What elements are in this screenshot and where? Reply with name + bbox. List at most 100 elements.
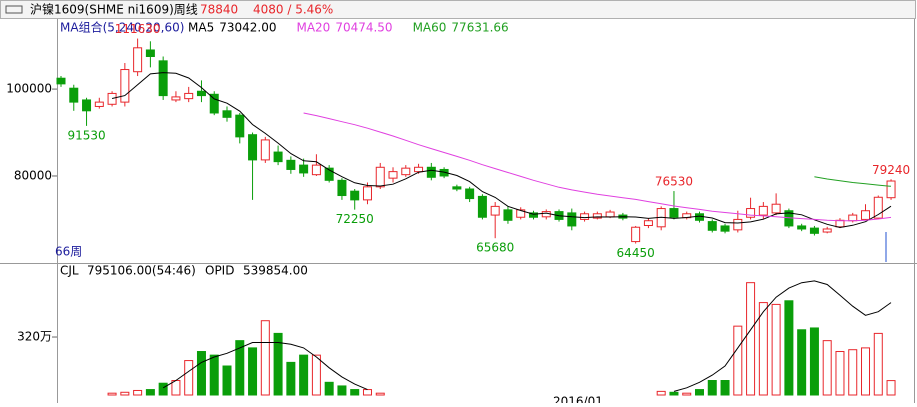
candle-body bbox=[184, 92, 194, 100]
volume-bar bbox=[771, 303, 781, 396]
volume-bar bbox=[822, 340, 832, 396]
volume-bar bbox=[158, 382, 168, 396]
volume-bar bbox=[260, 320, 270, 396]
volume-bar bbox=[286, 361, 296, 396]
volume-bar bbox=[235, 340, 245, 396]
volume-bar bbox=[273, 332, 283, 396]
y-tick-label: 100000 bbox=[6, 82, 52, 96]
volume-bar bbox=[248, 347, 258, 396]
volume-bar bbox=[720, 380, 730, 396]
candle-body bbox=[516, 209, 526, 218]
candle-body bbox=[746, 208, 756, 218]
candle-body bbox=[669, 208, 679, 218]
candle-body bbox=[94, 101, 104, 107]
ma-line bbox=[814, 176, 892, 187]
legend-value: 77631.66 bbox=[451, 21, 508, 35]
volume-bar bbox=[733, 325, 743, 396]
candle-body bbox=[222, 110, 232, 118]
volume-bar bbox=[209, 354, 219, 396]
volume-bar bbox=[669, 391, 679, 396]
candle-body bbox=[209, 93, 219, 114]
volume-bar bbox=[184, 360, 194, 396]
volume-bar bbox=[324, 381, 334, 396]
candle-body bbox=[350, 190, 360, 201]
period-label: 66周 bbox=[55, 245, 82, 259]
candle-body bbox=[299, 164, 309, 174]
candle-body bbox=[235, 114, 245, 138]
candle-body bbox=[797, 225, 807, 230]
header-price: 78840 bbox=[200, 3, 238, 17]
candle-body bbox=[452, 186, 462, 190]
candle-body bbox=[567, 212, 577, 227]
volume-bar bbox=[835, 351, 845, 396]
candle-body bbox=[707, 221, 717, 231]
volume-ma-line bbox=[162, 280, 892, 392]
volume-bar bbox=[299, 354, 309, 396]
candle-body bbox=[605, 211, 615, 218]
candle-body bbox=[733, 218, 743, 231]
candle-body bbox=[720, 225, 730, 232]
volume-bar bbox=[133, 389, 143, 396]
candle-body bbox=[886, 180, 896, 199]
volume-bar bbox=[350, 389, 360, 396]
candle-body bbox=[260, 139, 270, 161]
legend-value: 70474.50 bbox=[335, 21, 392, 35]
candle-body bbox=[82, 99, 92, 112]
volume-bar bbox=[120, 391, 130, 396]
y-tick-label: 80000 bbox=[14, 168, 52, 182]
legend-title: MA组合(5,240,20,60) bbox=[60, 20, 184, 35]
extreme-label: 65680 bbox=[476, 241, 514, 255]
candle-body bbox=[69, 87, 79, 103]
candle-body bbox=[401, 167, 411, 176]
candle-body bbox=[490, 205, 500, 216]
extreme-label: 64450 bbox=[617, 246, 655, 260]
candle-body bbox=[503, 209, 513, 221]
volume-bar bbox=[873, 332, 883, 396]
candle-body bbox=[273, 151, 283, 163]
volume-bar bbox=[311, 354, 321, 396]
candle-body bbox=[528, 212, 538, 218]
volume-bar bbox=[784, 300, 794, 396]
volume-bar bbox=[222, 365, 232, 396]
candle-body bbox=[311, 164, 321, 176]
candle-body bbox=[477, 195, 487, 218]
legend-name: MA60 bbox=[413, 21, 447, 35]
candle-body bbox=[643, 220, 653, 227]
volume-bar bbox=[886, 380, 896, 396]
candle-body bbox=[145, 49, 155, 57]
candle-body bbox=[324, 167, 334, 181]
header-bar bbox=[0, 0, 916, 19]
candle-body bbox=[758, 205, 768, 216]
candle-body bbox=[362, 186, 372, 201]
candle-body bbox=[375, 166, 385, 188]
opid-value: 539854.00 bbox=[243, 264, 308, 278]
volume-bar bbox=[107, 392, 117, 396]
extreme-label: 79240 bbox=[872, 163, 910, 177]
candle-body bbox=[580, 213, 590, 220]
legend-name: MA5 bbox=[188, 21, 214, 35]
volume-current: 795106.00(54:46) bbox=[87, 264, 196, 278]
extreme-label: 76530 bbox=[655, 175, 693, 189]
candle-body bbox=[248, 134, 258, 161]
volume-bar bbox=[375, 392, 385, 396]
candle-body bbox=[848, 214, 858, 222]
volume-bar bbox=[656, 390, 666, 396]
header-icon bbox=[5, 5, 23, 14]
legend-name: MA20 bbox=[296, 21, 330, 35]
volume-bar bbox=[707, 380, 717, 396]
candle-body bbox=[196, 90, 206, 97]
legend-value: 73042.00 bbox=[219, 21, 276, 35]
volume-tick-label: 320万 bbox=[17, 330, 52, 344]
volume-bar bbox=[809, 327, 819, 396]
candle-body bbox=[56, 77, 66, 85]
candle-body bbox=[835, 219, 845, 228]
candle-body bbox=[414, 166, 424, 173]
candle-body bbox=[822, 228, 832, 233]
volume-bar bbox=[861, 347, 871, 396]
volume-bar bbox=[797, 329, 807, 396]
candle-body bbox=[809, 227, 819, 234]
candle-body bbox=[695, 213, 704, 221]
volume-bar bbox=[196, 351, 206, 396]
